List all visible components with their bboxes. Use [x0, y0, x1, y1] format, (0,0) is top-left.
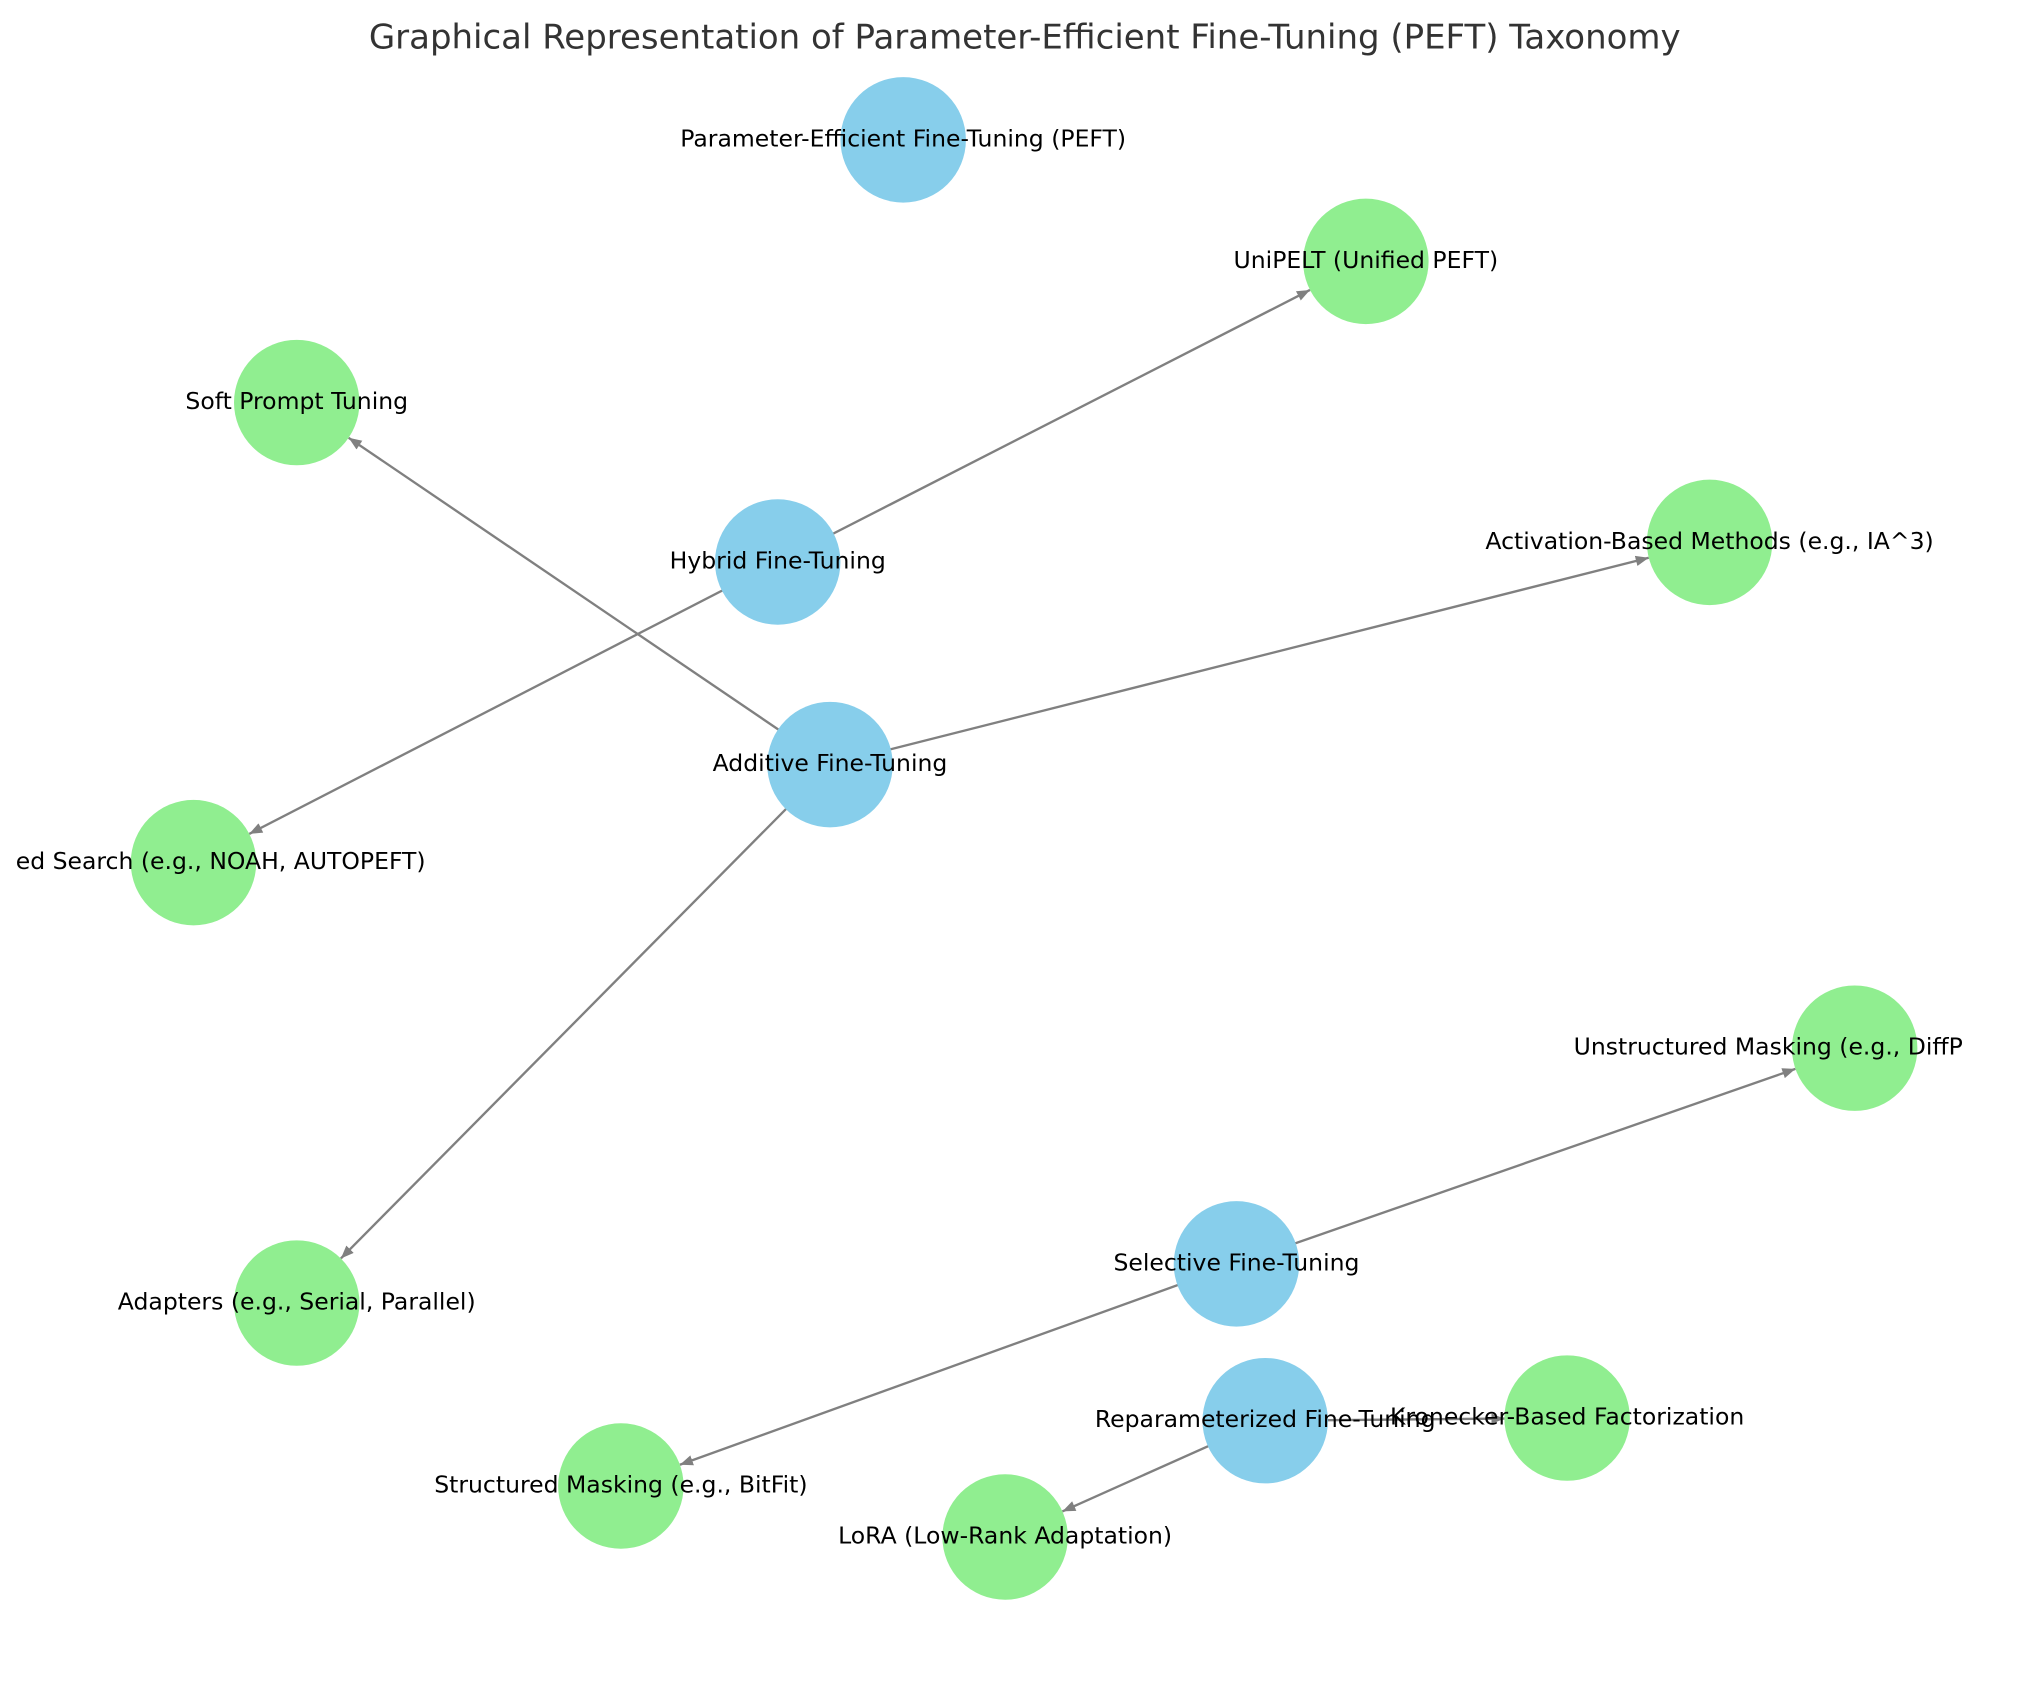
- category-node: [767, 701, 893, 828]
- method-node: [130, 799, 257, 926]
- edge-arrow: [347, 436, 831, 766]
- edge-arrow: [679, 1262, 1237, 1466]
- node-label: Adapters (e.g., Serial, Parallel): [118, 1288, 476, 1316]
- method-node: [942, 1474, 1068, 1600]
- node-label: Unstructured Masking (e.g., DiffP: [1574, 1033, 1963, 1061]
- method-node: [1646, 479, 1773, 606]
- method-node: [1791, 985, 1918, 1111]
- method-node: [1303, 198, 1429, 325]
- category-node: [1202, 1357, 1328, 1484]
- edge-arrow: [340, 763, 831, 1260]
- node-label: Activation-Based Methods (e.g., IA^3): [1485, 527, 1933, 555]
- labels: Parameter-Efficient Fine-Tuning (PEFT) Un…: [16, 124, 1963, 1549]
- node-label: Hybrid Fine-Tuning: [670, 546, 886, 574]
- edge-arrow: [777, 288, 1311, 564]
- node-label: Soft Prompt Tuning: [185, 387, 408, 415]
- method-node: [234, 339, 360, 466]
- method-node: [558, 1423, 684, 1549]
- node-label: Additive Fine-Tuning: [713, 749, 948, 777]
- method-node: [1504, 1355, 1630, 1481]
- node-label: Parameter-Efficient Fine-Tuning (PEFT): [680, 124, 1126, 152]
- edges: [248, 288, 1796, 1513]
- diagram-title: Graphical Representation of Parameter-Ef…: [369, 18, 1681, 58]
- node-label: ed Search (e.g., NOAH, AUTOPEFT): [16, 847, 426, 875]
- node-label: Reparameterized Fine-Tuning: [1095, 1405, 1436, 1433]
- method-node: [234, 1240, 360, 1366]
- nodes: [130, 77, 1918, 1600]
- edge-arrow: [829, 555, 1650, 766]
- node-label: Structured Masking (e.g., BitFit): [434, 1471, 807, 1499]
- node-label: LoRA (Low-Rank Adaptation): [838, 1522, 1172, 1550]
- edge-arrow: [248, 560, 779, 835]
- edge-arrow: [1236, 1067, 1796, 1265]
- node-label: Selective Fine-Tuning: [1113, 1248, 1359, 1276]
- node-label: Kronecker-Based Factorization: [1390, 1403, 1744, 1431]
- category-node: [714, 499, 841, 625]
- category-node: [840, 77, 966, 203]
- node-label: UniPELT (Unified PEFT): [1234, 246, 1499, 274]
- category-node: [1173, 1201, 1300, 1327]
